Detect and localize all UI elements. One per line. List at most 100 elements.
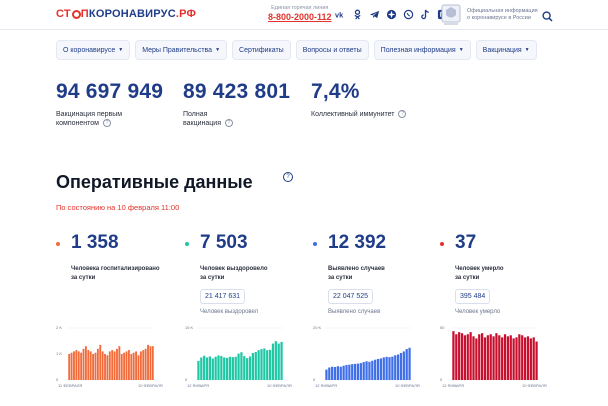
chart-bar[interactable]: [452, 331, 455, 380]
chart-bar[interactable]: [339, 366, 342, 380]
chart-bar[interactable]: [353, 363, 357, 380]
card-total[interactable]: 21 417 631: [200, 289, 246, 304]
chart-bar[interactable]: [486, 335, 489, 380]
chart-bar[interactable]: [101, 351, 104, 380]
chart-bar[interactable]: [108, 351, 111, 380]
chart-bar[interactable]: [147, 344, 149, 380]
chart-bar[interactable]: [237, 353, 240, 380]
chart-bar[interactable]: [200, 357, 203, 380]
chart-bar[interactable]: [89, 351, 92, 380]
chart-bar[interactable]: [362, 362, 365, 380]
chart-bar[interactable]: [260, 349, 263, 380]
chart-bar[interactable]: [356, 363, 360, 380]
chart-bar[interactable]: [463, 335, 467, 380]
chart-bar[interactable]: [368, 361, 371, 380]
hotline-number[interactable]: 8-800-2000-112: [268, 12, 332, 22]
chart-bar[interactable]: [376, 358, 380, 380]
chart-bar[interactable]: [251, 352, 255, 380]
chart-bar[interactable]: [82, 348, 85, 380]
chart-bar[interactable]: [197, 360, 200, 380]
chart-bar[interactable]: [365, 361, 368, 380]
chart-bar[interactable]: [277, 343, 280, 380]
chart-bar[interactable]: [348, 364, 351, 380]
chart-bar[interactable]: [460, 333, 464, 380]
chart-bar[interactable]: [243, 356, 246, 380]
chart-bar[interactable]: [84, 346, 87, 380]
chart-bar[interactable]: [515, 337, 518, 380]
chart-bar[interactable]: [123, 352, 126, 380]
chart-bar[interactable]: [526, 336, 530, 380]
chart-bar[interactable]: [149, 346, 152, 380]
chart-bar[interactable]: [371, 360, 374, 380]
chart-bar[interactable]: [472, 336, 475, 380]
chart-bar[interactable]: [246, 358, 249, 380]
chart-bar[interactable]: [331, 366, 334, 380]
chart-bar[interactable]: [480, 333, 484, 380]
chart-bar[interactable]: [111, 350, 114, 380]
help-icon[interactable]: ?: [283, 172, 293, 182]
chart-bar[interactable]: [208, 356, 212, 380]
chart-bar[interactable]: [495, 333, 498, 380]
chart-bar[interactable]: [120, 354, 123, 380]
help-icon[interactable]: ?: [224, 119, 233, 128]
chart-bar[interactable]: [96, 348, 99, 380]
chart-bar[interactable]: [257, 350, 260, 380]
chart-bar[interactable]: [396, 354, 400, 380]
chart-bar[interactable]: [99, 344, 102, 380]
chart-bar[interactable]: [402, 351, 405, 380]
chart-bar[interactable]: [130, 354, 133, 380]
help-icon[interactable]: ?: [398, 110, 407, 119]
card-total[interactable]: 22 047 525: [328, 289, 374, 304]
chart-bar[interactable]: [70, 352, 73, 380]
chart-bar[interactable]: [394, 355, 397, 380]
chart-bar[interactable]: [374, 359, 377, 380]
chart-bar[interactable]: [521, 335, 524, 380]
chart-bar[interactable]: [328, 367, 331, 380]
chart-bar[interactable]: [498, 335, 501, 380]
telegram-icon[interactable]: [369, 9, 380, 20]
chart-bar[interactable]: [408, 347, 411, 380]
chart-bar[interactable]: [501, 337, 504, 380]
chart-bar[interactable]: [268, 349, 272, 380]
chart-bar[interactable]: [532, 337, 535, 380]
chart-bar[interactable]: [234, 356, 237, 380]
chart-bar[interactable]: [132, 352, 135, 380]
viber-icon[interactable]: [403, 9, 414, 20]
chart-bar[interactable]: [113, 351, 116, 380]
chart-bar[interactable]: [478, 334, 481, 380]
tiktok-icon[interactable]: [420, 9, 431, 20]
chart-bar[interactable]: [139, 351, 142, 380]
chart-bar[interactable]: [385, 356, 388, 380]
chart-bar[interactable]: [203, 355, 206, 380]
chart-bar[interactable]: [271, 343, 275, 380]
chart-bar[interactable]: [104, 354, 106, 380]
chart-bar[interactable]: [211, 358, 214, 380]
nav-item-about[interactable]: О коронавирусе ▼: [56, 40, 131, 60]
chart-bar[interactable]: [342, 365, 345, 380]
chart-bar[interactable]: [475, 338, 478, 380]
chart-bar[interactable]: [87, 350, 90, 380]
chart-bar[interactable]: [118, 346, 121, 380]
chart-bar[interactable]: [106, 355, 109, 380]
chart-bar[interactable]: [125, 351, 128, 380]
chart-bar[interactable]: [506, 336, 510, 380]
chart-bar[interactable]: [231, 357, 234, 380]
nav-item-government[interactable]: Меры Правительства ▼: [135, 40, 228, 60]
chart-bar[interactable]: [116, 348, 118, 380]
chart-bar[interactable]: [151, 346, 154, 380]
chart-bar[interactable]: [382, 357, 385, 380]
chart-bar[interactable]: [274, 341, 277, 380]
chart-bar[interactable]: [142, 350, 145, 380]
chart-bar[interactable]: [489, 334, 492, 380]
chart-bar[interactable]: [217, 355, 220, 380]
chart-bar[interactable]: [266, 350, 269, 380]
vk-icon[interactable]: vk: [335, 9, 346, 20]
chart-bar[interactable]: [333, 367, 337, 380]
chart-bar[interactable]: [68, 354, 71, 380]
nav-item-useful[interactable]: Полезная информация ▼: [373, 40, 471, 60]
chart-bar[interactable]: [509, 335, 512, 380]
chart-bar[interactable]: [351, 364, 354, 380]
search-icon[interactable]: [542, 9, 553, 22]
chart-bar[interactable]: [535, 341, 538, 380]
chart-bar[interactable]: [80, 352, 83, 380]
